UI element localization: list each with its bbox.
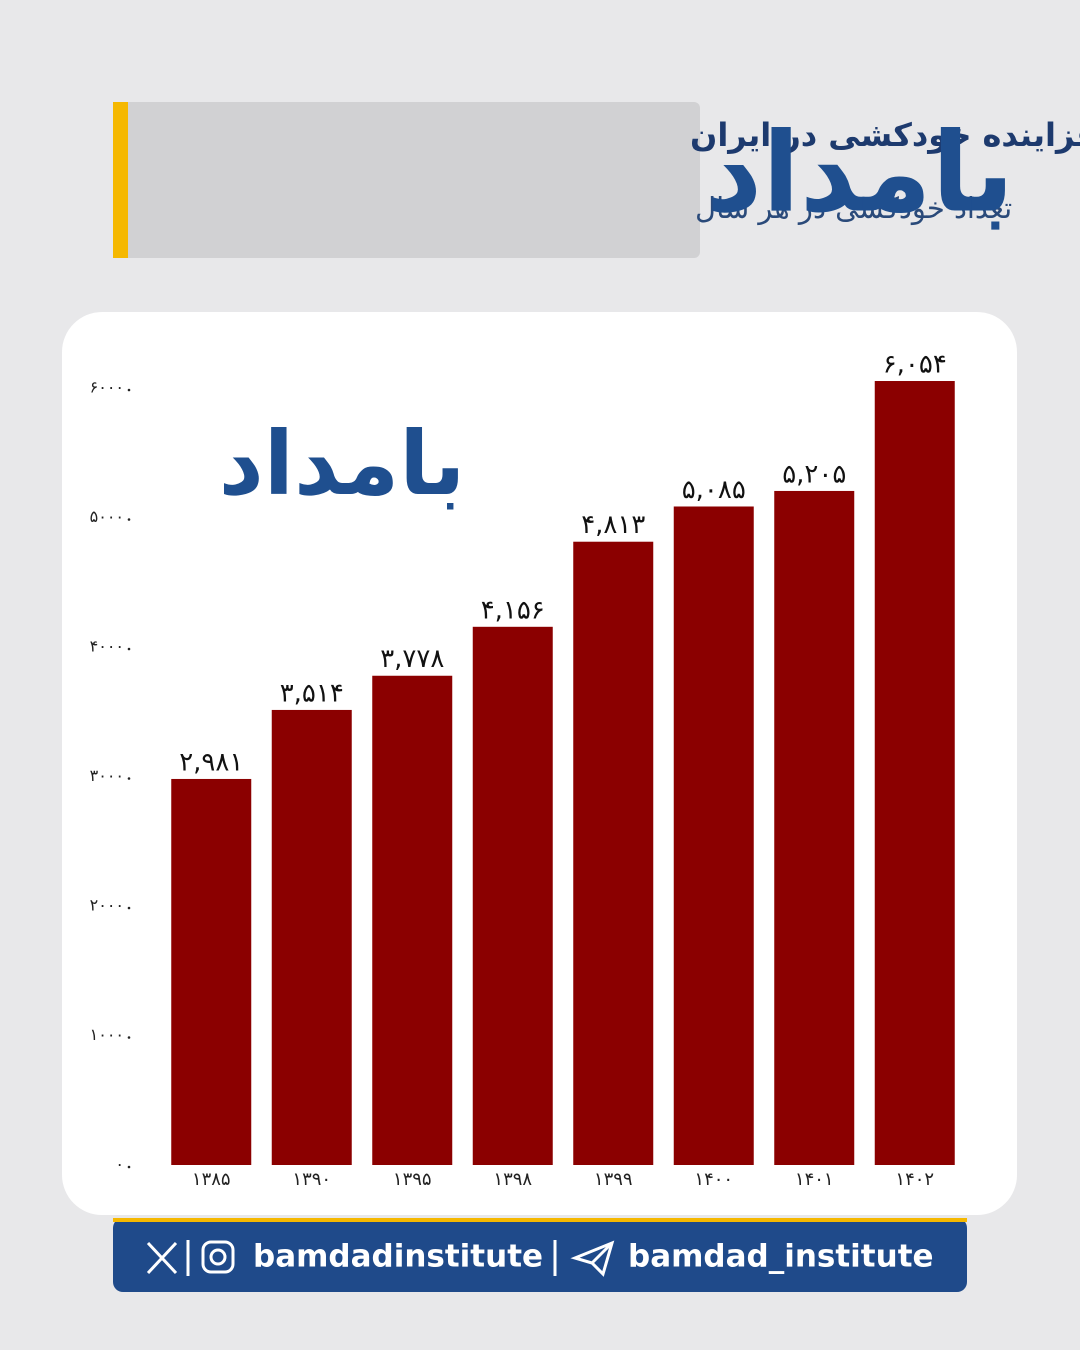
- y-tick-label: ۵۰۰۰: [90, 507, 124, 526]
- footer-accent: [113, 1218, 967, 1222]
- instagram-icon: [201, 1240, 235, 1274]
- bar: [573, 541, 654, 1165]
- y-tick-mark: [127, 777, 131, 780]
- watermark-logo: بامداد: [219, 412, 466, 515]
- header-box: [113, 102, 700, 258]
- bar: [372, 675, 453, 1165]
- x-tick-label: ۱۳۹۸: [493, 1169, 532, 1190]
- y-tick-mark: [127, 906, 131, 910]
- y-tick-mark: [127, 647, 131, 651]
- x-tick-label: ۱۳۸۵: [192, 1169, 231, 1190]
- subtitle: تعداد خودکشی در هر سال: [695, 191, 1012, 225]
- value-label: ۳,۷۷۸: [380, 644, 444, 674]
- bar: [271, 709, 352, 1165]
- y-tick-label: ۴۰۰۰: [90, 637, 124, 656]
- x-tick-label: ۱۳۹۹: [594, 1169, 633, 1190]
- x-tick-label: ۱۴۰۱: [795, 1169, 834, 1190]
- bar: [874, 381, 955, 1166]
- x-tick-label: ۱۳۹۵: [393, 1169, 432, 1190]
- x-tick-label: ۱۳۹۰: [292, 1169, 331, 1190]
- logo: بامداد: [706, 108, 1014, 236]
- y-tick-label: ۶۰۰۰: [90, 378, 124, 397]
- footer-handle: bamdad_institute: [628, 1239, 934, 1275]
- value-label: ۶,۰۵۴: [883, 350, 947, 380]
- y-tick-mark: [127, 1165, 131, 1169]
- telegram-icon: [570, 1240, 615, 1277]
- social-icons: [146, 1240, 615, 1277]
- header-accent: [113, 102, 128, 258]
- value-label: ۵,۰۸۵: [682, 475, 746, 505]
- y-tick-label: ۰: [115, 1155, 124, 1174]
- bar: [171, 778, 252, 1165]
- value-label: ۴,۱۵۶: [481, 595, 545, 625]
- bar: [472, 626, 553, 1165]
- x-tick-label: ۱۴۰۲: [895, 1169, 934, 1190]
- title: روند فزاینده خودکشی در ایران: [690, 116, 1080, 154]
- value-label: ۲,۹۸۱: [179, 747, 243, 777]
- y-tick-label: ۱۰۰۰: [90, 1025, 124, 1044]
- y-tick-mark: [127, 1036, 131, 1039]
- footer-handle: bamdadinstitute: [253, 1239, 543, 1275]
- bar: [774, 490, 855, 1165]
- value-label: ۵,۲۰۵: [782, 459, 846, 489]
- y-tick-mark: [127, 388, 131, 392]
- x-icon: [146, 1241, 178, 1275]
- y-tick-label: ۳۰۰۰: [90, 766, 124, 785]
- x-tick-label: ۱۴۰۰: [694, 1169, 733, 1190]
- instagram-lens: [209, 1248, 227, 1266]
- footer: [113, 1218, 967, 1292]
- value-label: ۳,۵۱۴: [280, 678, 344, 708]
- bar: [673, 506, 754, 1165]
- value-label: ۴,۸۱۳: [581, 510, 645, 540]
- y-tick-mark: [127, 518, 131, 521]
- y-tick-label: ۲۰۰۰: [90, 896, 124, 915]
